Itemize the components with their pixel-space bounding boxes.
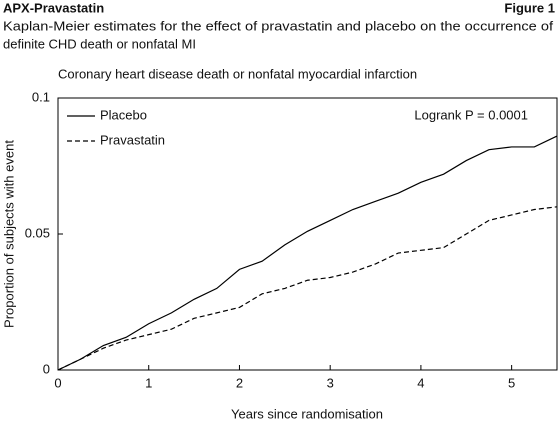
caption-line: definite CHD death or nonfatal MI	[3, 36, 196, 51]
x-axis-label: Years since randomisation	[231, 406, 383, 421]
x-tick-label: 4	[417, 375, 424, 390]
header-right: Figure 1	[504, 0, 555, 15]
series-line	[57, 206, 558, 371]
header-left: APX-Pravastatin	[3, 0, 104, 15]
annotation: Logrank P = 0.0001	[414, 107, 528, 122]
x-tick-label: 1	[145, 375, 152, 390]
chart-title: Coronary heart disease death or nonfatal…	[58, 66, 417, 81]
y-tick-label: 0	[43, 361, 50, 376]
x-tick-label: 5	[508, 375, 515, 390]
series-line	[57, 135, 558, 371]
y-tick-label: 0.05	[25, 225, 50, 240]
x-tick-label: 2	[236, 375, 243, 390]
x-tick-label: 3	[327, 375, 334, 390]
y-tick-label: 0.1	[32, 89, 50, 104]
x-tick-label: 0	[54, 375, 61, 390]
y-axis-label: Proportion of subjects with event	[1, 140, 16, 328]
legend-label: Placebo	[100, 107, 147, 122]
caption-line: Kaplan-Meier estimates for the effect of…	[3, 18, 553, 33]
legend-label: Pravastatin	[100, 132, 165, 147]
